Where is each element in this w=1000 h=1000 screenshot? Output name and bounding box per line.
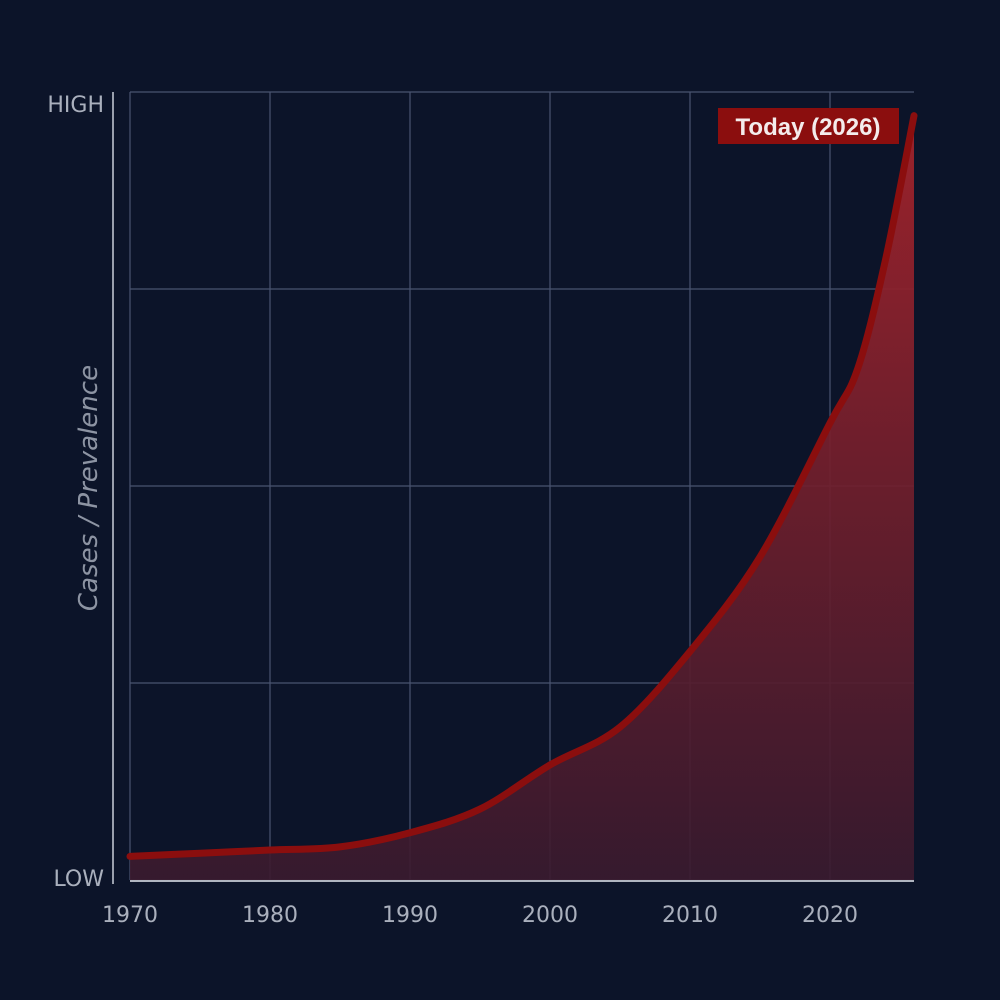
x-tick-label: 1970 bbox=[102, 903, 158, 928]
y-axis-label: Cases / Prevalence bbox=[74, 365, 104, 611]
series-line bbox=[126, 112, 918, 860]
area-fill bbox=[130, 115, 914, 880]
x-tick-label: 2020 bbox=[802, 903, 858, 928]
x-tick-label: 1980 bbox=[242, 903, 298, 928]
x-tick-label: 2010 bbox=[662, 903, 718, 928]
y-tick-high: HIGH bbox=[47, 93, 104, 118]
x-tick-label: 2000 bbox=[522, 903, 578, 928]
x-tick-label: 1990 bbox=[382, 903, 438, 928]
annotation-box bbox=[718, 108, 899, 144]
y-tick-low: LOW bbox=[53, 867, 104, 892]
annotation-label: Today (2026) bbox=[736, 114, 881, 141]
